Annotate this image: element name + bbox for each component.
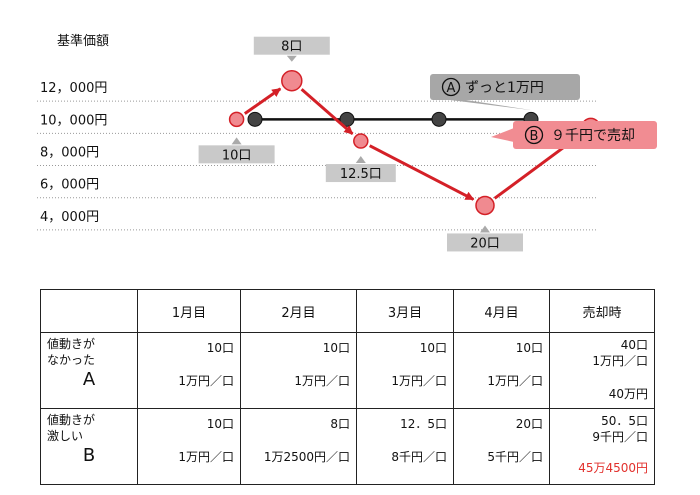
row-a-month-4-units: 10口 bbox=[515, 341, 543, 355]
row-a-month-1-units: 10口 bbox=[206, 341, 234, 355]
row-a-month-1: 10口 1万円／口 bbox=[137, 332, 241, 409]
row-b-month-3-price: 8千円／口 bbox=[391, 450, 447, 464]
row-b-sale-units: 50．5口 bbox=[601, 414, 648, 428]
label-pointer bbox=[231, 137, 242, 145]
series-b-point bbox=[475, 195, 495, 216]
row-b-month-3: 12．5口 8千円／口 bbox=[356, 408, 454, 485]
label-pointer bbox=[355, 156, 366, 164]
legend-b-marker-ring bbox=[524, 125, 544, 145]
row-b-marker: B bbox=[82, 445, 96, 466]
legend-a-box bbox=[430, 74, 580, 100]
series-a-point bbox=[247, 111, 263, 127]
y-tick-label: 4，000円 bbox=[40, 210, 99, 225]
row-a-month-2-price: 1万円／口 bbox=[294, 374, 350, 388]
row-b-month-1: 10口 1万円／口 bbox=[137, 408, 241, 485]
y-tick-label: 8，000円 bbox=[40, 146, 99, 161]
row-a-sale-price: 1万円／口 bbox=[592, 354, 648, 368]
table-row-b: 値動きが 激しい B 10口 1万円／口 8口 1万2500円／口 12．5口 … bbox=[40, 408, 655, 485]
series-b-arrow bbox=[300, 88, 354, 135]
legend-b-box bbox=[513, 121, 657, 149]
row-a-sale-units: 40口 bbox=[620, 338, 648, 352]
row-b-month-4-price: 5千円／口 bbox=[487, 450, 543, 464]
row-b-month-2: 8口 1万2500円／口 bbox=[240, 408, 357, 485]
y-axis-title: 基準価額 bbox=[57, 33, 109, 49]
row-a-month-2-units: 10口 bbox=[322, 341, 350, 355]
row-a-month-3: 10口 1万円／口 bbox=[356, 332, 454, 409]
row-b-month-2-units: 8口 bbox=[330, 417, 350, 431]
data-label: 10口 bbox=[222, 148, 252, 163]
series-b-arrow bbox=[368, 144, 475, 201]
row-a-month-4: 10口 1万円／口 bbox=[453, 332, 550, 409]
row-b-month-3-units: 12．5口 bbox=[400, 417, 447, 431]
table-header-sale: 売却時 bbox=[549, 289, 655, 333]
table-header-month-3: 3月目 bbox=[356, 289, 454, 333]
chart: 基準価額 12，000円 10，000円 8，000円 6，000円 4，000円 10… bbox=[37, 33, 657, 252]
row-a-month-4-price: 1万円／口 bbox=[487, 374, 543, 388]
data-label-box bbox=[198, 145, 275, 164]
data-label-box bbox=[253, 36, 330, 55]
legend-a-pointer bbox=[450, 100, 533, 111]
series-b-point bbox=[353, 133, 369, 149]
row-b-month-2-price: 1万2500円／口 bbox=[263, 450, 350, 464]
legend-a-marker-ring bbox=[441, 77, 461, 97]
row-a-month-3-units: 10口 bbox=[419, 341, 447, 355]
row-b-sale: 50．5口 9千円／口 45万4500円 bbox=[549, 408, 655, 485]
row-a-marker: A bbox=[82, 369, 96, 390]
row-b-month-1-price: 1万円／口 bbox=[178, 450, 234, 464]
row-b-header: 値動きが 激しい B bbox=[40, 408, 138, 485]
row-b-month-1-units: 10口 bbox=[206, 417, 234, 431]
data-label-box bbox=[447, 233, 523, 252]
table-header-month-2: 2月目 bbox=[240, 289, 357, 333]
row-a-label-line-1: 値動きが bbox=[47, 337, 96, 351]
table-header-corner bbox=[40, 289, 138, 333]
series-b-point bbox=[228, 111, 245, 128]
data-label: 12.5口 bbox=[340, 167, 382, 182]
row-a-month-3-price: 1万円／口 bbox=[391, 374, 447, 388]
y-tick-label: 12，000円 bbox=[40, 81, 107, 96]
y-tick-label: 6，000円 bbox=[40, 178, 99, 193]
series-b-arrow bbox=[243, 87, 282, 115]
legend-b-pointer bbox=[491, 128, 514, 142]
data-label: 20口 bbox=[470, 236, 500, 251]
row-b-sale-total: 45万4500円 bbox=[578, 461, 648, 475]
row-b-label-line-2: 激しい bbox=[47, 429, 84, 443]
legend-a-label: ずっと1万円 bbox=[465, 80, 544, 96]
row-b-month-4-units: 20口 bbox=[515, 417, 543, 431]
table-header-month-1: 1月目 bbox=[137, 289, 241, 333]
row-a-month-2: 10口 1万円／口 bbox=[240, 332, 357, 409]
series-a-point bbox=[431, 111, 447, 127]
table-row-a: 値動きが なかった A 10口 1万円／口 10口 1万円／口 10口 1万円／… bbox=[40, 332, 655, 409]
series-b-point bbox=[281, 69, 303, 92]
data-label-box bbox=[325, 164, 396, 183]
row-a-header: 値動きが なかった A bbox=[40, 332, 138, 409]
table-header-row: 1月目 2月目 3月目 4月目 売却時 bbox=[40, 289, 655, 333]
row-b-label-line-1: 値動きが bbox=[47, 413, 96, 427]
row-b-sale-price: 9千円／口 bbox=[592, 430, 648, 444]
y-tick-label: 10，000円 bbox=[40, 113, 107, 128]
comparison-table: 1月目 2月目 3月目 4月目 売却時 値動きが なかった A 10口 1万円／… bbox=[40, 289, 655, 485]
label-pointer bbox=[286, 55, 297, 62]
row-a-month-1-price: 1万円／口 bbox=[178, 374, 234, 388]
legend-a-marker: A bbox=[447, 81, 456, 96]
row-a-sale-total: 40万円 bbox=[608, 387, 648, 401]
row-a-label-line-2: なかった bbox=[47, 353, 96, 367]
row-b-month-4: 20口 5千円／口 bbox=[453, 408, 550, 485]
row-a-sale: 40口 1万円／口 40万円 bbox=[549, 332, 655, 409]
legend-b-label: ９千円で売却 bbox=[551, 128, 635, 144]
legend-b-marker: B bbox=[530, 129, 539, 144]
label-pointer bbox=[480, 225, 490, 233]
table-header-month-4: 4月目 bbox=[453, 289, 550, 333]
data-label: 8口 bbox=[281, 40, 302, 55]
